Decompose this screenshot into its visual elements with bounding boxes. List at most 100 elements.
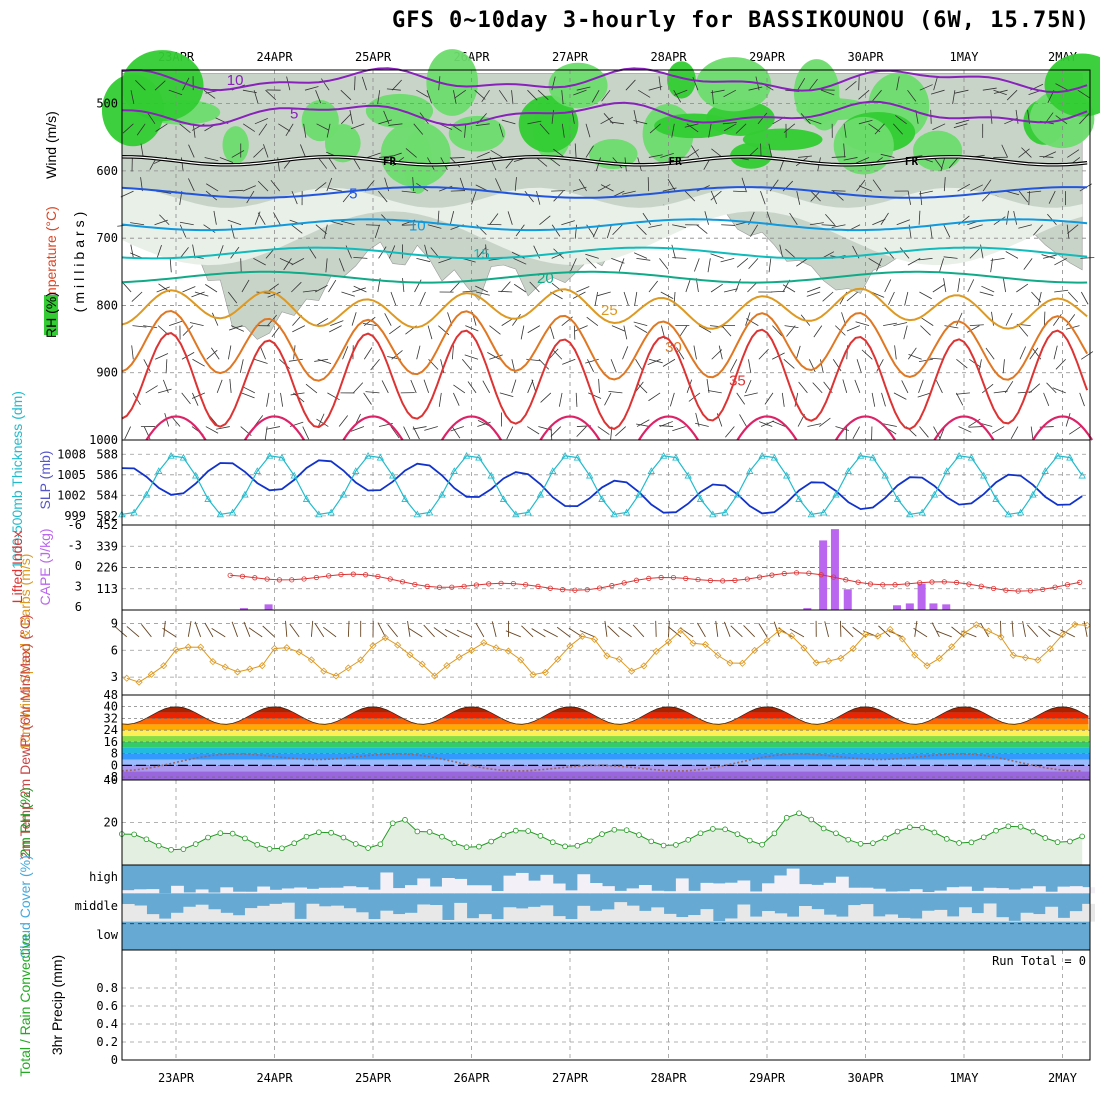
wind-barb: [908, 354, 922, 360]
thickness-marker: [1053, 451, 1062, 459]
wind-barb: [551, 348, 563, 360]
wind-barb: [402, 278, 405, 293]
cloud-middle-gap: [971, 913, 985, 922]
wind-barb: [389, 325, 401, 335]
wind-speed-marker: [714, 651, 722, 659]
wind-barb: [352, 287, 366, 293]
cloud-middle-gap: [146, 914, 160, 922]
pressure-tick: 800: [96, 298, 118, 312]
cloud-middle-gap: [1057, 917, 1071, 922]
rh2m-marker: [586, 837, 593, 844]
wind-barb: [758, 622, 768, 638]
wind-barb: [883, 423, 897, 427]
wind-barb: [1055, 358, 1066, 370]
wind-speed-marker: [972, 621, 980, 629]
cloud-middle-gap: [195, 904, 209, 922]
wind-barb: [858, 89, 870, 100]
wind-barb: [314, 358, 329, 362]
cloud-middle-gap: [528, 906, 541, 922]
lifted-index-marker: [301, 576, 307, 582]
wind-barb: [327, 392, 340, 401]
thickness-marker: [1004, 510, 1013, 518]
wind-barb: [189, 322, 204, 327]
bottom-date-label: 28APR: [650, 1071, 687, 1085]
thickness-axis-label-line: 1000-500mb Thickness (dm): [9, 391, 25, 569]
wind-barb: [266, 426, 281, 430]
wind-barb: [156, 286, 170, 293]
thickness-marker: [475, 453, 483, 461]
wind-barb: [553, 190, 564, 202]
cloud-high-gap: [294, 887, 308, 894]
cloud-high-gap: [281, 888, 295, 894]
wind-barb: [181, 352, 195, 360]
bottom-date-label: 2MAY: [1048, 1071, 1078, 1085]
rh2m-marker: [205, 834, 211, 841]
wind-barb: [794, 392, 799, 407]
bottom-date-label: 25APR: [355, 1071, 392, 1085]
wind-barb: [450, 426, 464, 432]
lifted-index-marker: [966, 581, 972, 587]
lifted-index-marker: [1064, 582, 1071, 588]
wind-barb: [155, 353, 169, 360]
cloud-high-gap: [540, 874, 554, 894]
wind-barb: [843, 123, 847, 138]
rh2m-marker: [180, 846, 187, 852]
wind-barb: [188, 178, 195, 192]
lifted-index-marker: [523, 582, 529, 588]
precip-tick: 0.6: [96, 999, 118, 1013]
cape-bar: [830, 529, 839, 610]
cape-bar: [905, 603, 914, 610]
thickness-marker: [586, 471, 594, 479]
wind-barb: [482, 380, 491, 394]
lifted-index-marker: [239, 573, 246, 579]
rh2m-marker: [599, 831, 605, 837]
wind-barb: [122, 123, 134, 134]
wind-barb: [291, 190, 298, 205]
temp2m-axis-label: 2m Temp 2m DewPt (6hr Min/Max) (°C): [17, 615, 33, 860]
wind-barb: [203, 89, 216, 99]
temperature-contour-label: 25: [601, 302, 618, 319]
thickness-marker: [155, 467, 163, 474]
cloud-high-gap: [208, 892, 221, 894]
thickness-marker: [413, 510, 421, 518]
wind-speed-marker: [664, 638, 673, 646]
thickness-marker: [832, 490, 840, 498]
wind-barb: [464, 123, 467, 138]
wind-barb: [135, 80, 146, 91]
rh2m-marker: [439, 833, 445, 840]
slp-thickness-panel: [118, 439, 1091, 526]
wind-barb: [789, 628, 805, 638]
thickness-marker: [1066, 453, 1074, 461]
thickness-marker: [179, 453, 188, 461]
pressure-tick: 500: [96, 97, 118, 111]
cloud-middle-gap: [885, 914, 899, 922]
wind-barb: [316, 123, 330, 131]
thickness-marker: [265, 451, 274, 459]
wind-barb: [1080, 291, 1089, 305]
wind-barb: [914, 620, 918, 637]
wind-barb: [155, 123, 168, 132]
cloud-axis-label: Cloud Cover (%): [17, 855, 33, 958]
wind-barb: [561, 123, 565, 138]
lifted-index-marker: [363, 572, 369, 578]
cape-tick: 226: [96, 561, 118, 575]
wind-barb: [760, 190, 766, 205]
cloud-high-gap: [614, 890, 628, 894]
rh2m-marker: [1017, 823, 1024, 830]
cloud-high-gap: [503, 875, 517, 894]
wind-speed-marker: [381, 634, 389, 642]
rh2m-marker: [980, 834, 987, 841]
wind-speed-marker: [394, 641, 402, 649]
wind-speed-marker: [1083, 621, 1091, 629]
rh-moist-patch: [696, 57, 772, 112]
thickness-marker: [450, 467, 458, 474]
wind-speed-marker: [517, 656, 525, 664]
cloud-high-gap: [380, 872, 394, 894]
wind-barb: [985, 347, 995, 360]
cape-bar: [239, 608, 248, 610]
lifted-index-marker: [535, 583, 541, 590]
wind-barb: [1080, 257, 1095, 259]
wind-barb: [576, 86, 591, 91]
wind-barb: [623, 291, 629, 306]
cloud-high-gap: [725, 882, 738, 894]
